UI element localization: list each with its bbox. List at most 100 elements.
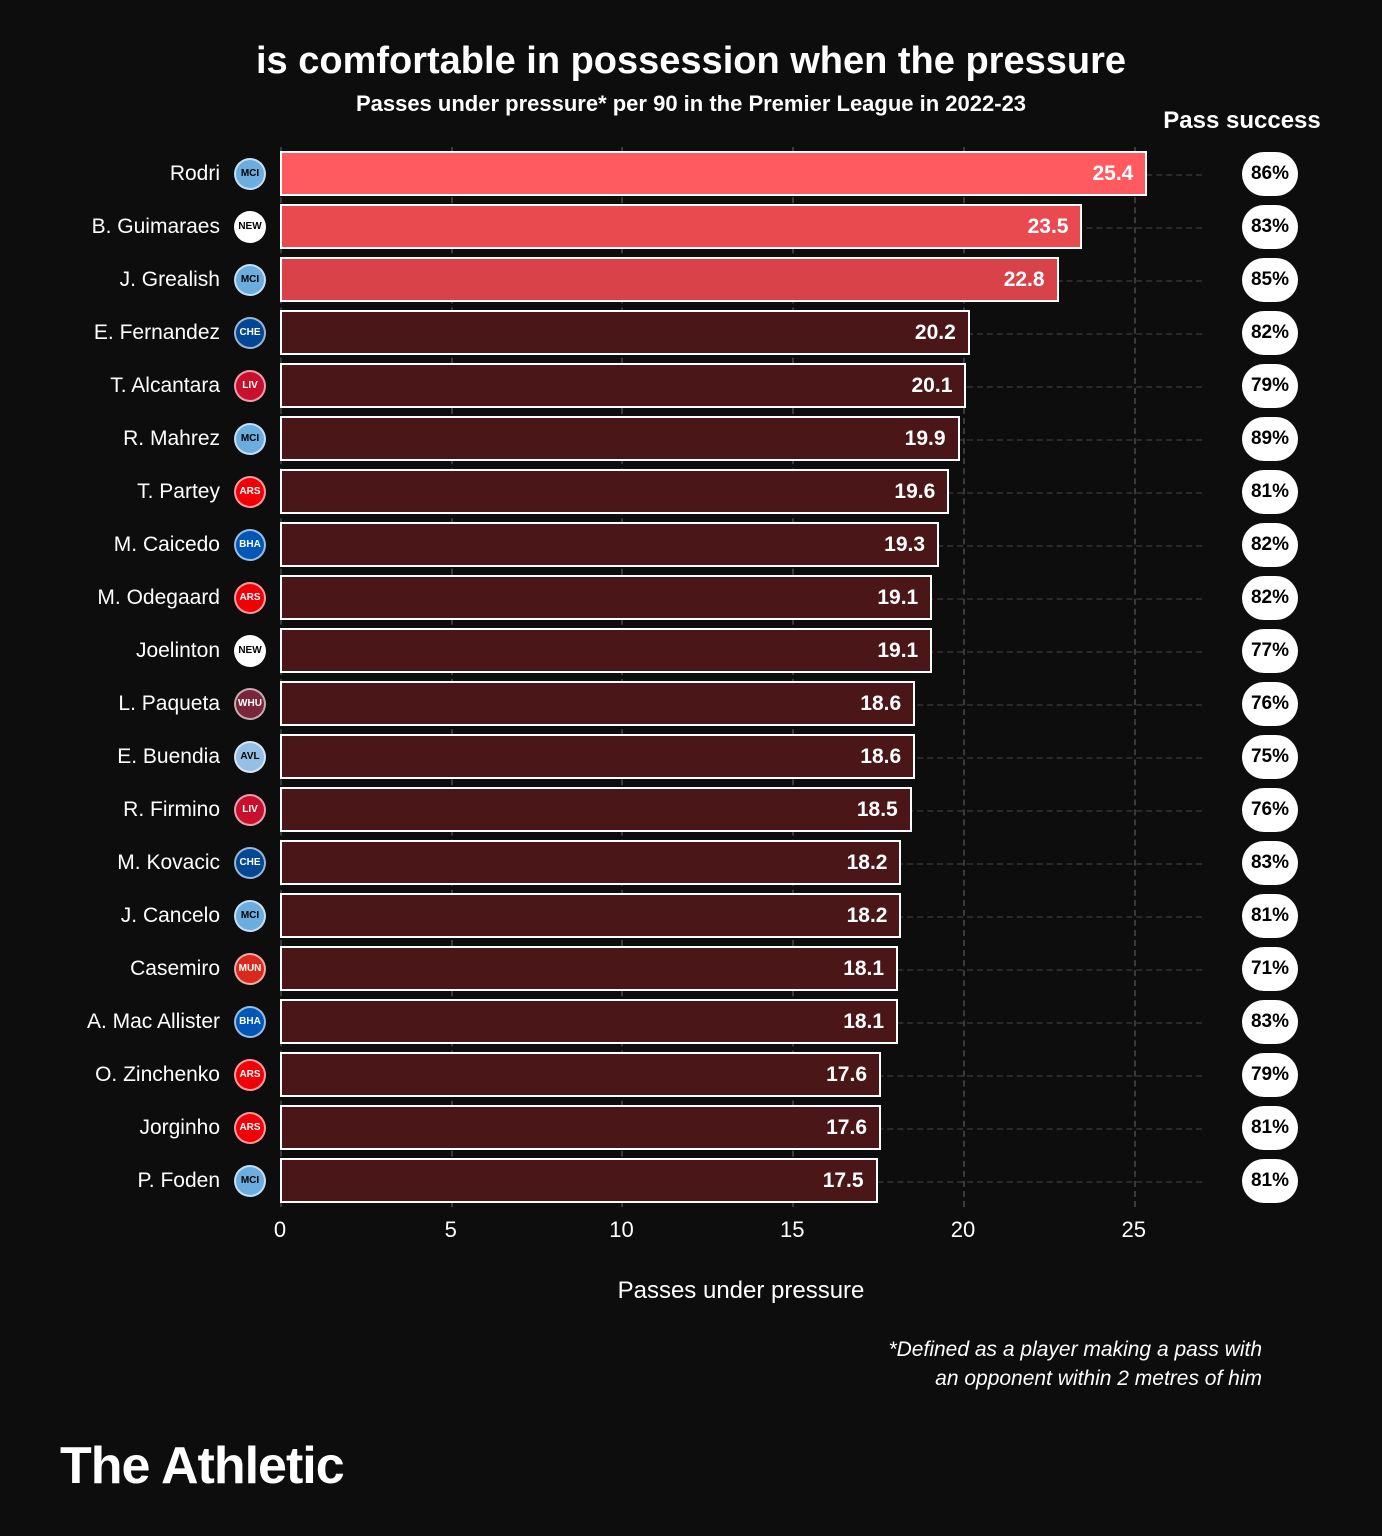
- x-tick: 15: [780, 1217, 804, 1243]
- chart-row: L. PaquetaWHU18.676%: [280, 677, 1202, 730]
- bar: 18.1: [280, 946, 898, 991]
- bar: 18.6: [280, 681, 915, 726]
- club-crest-icon: NEW: [234, 635, 266, 667]
- footnote-line: *Defined as a player making a pass with: [60, 1335, 1262, 1364]
- pass-success-value: 83%: [1242, 205, 1298, 249]
- player-name: M. Odegaard: [97, 586, 220, 610]
- x-tick: 20: [951, 1217, 975, 1243]
- x-tick: 5: [445, 1217, 457, 1243]
- chart-area: Pass success RodriMCI25.486%B. Guimaraes…: [280, 147, 1202, 1305]
- chart-title: is comfortable in possession when the pr…: [60, 40, 1322, 83]
- club-crest-icon: MCI: [234, 423, 266, 455]
- player-name: A. Mac Allister: [87, 1010, 220, 1034]
- club-crest-icon: CHE: [234, 847, 266, 879]
- pass-success-value: 81%: [1242, 470, 1298, 514]
- bar: 19.1: [280, 628, 932, 673]
- bar: 19.6: [280, 469, 949, 514]
- chart-row: A. Mac AllisterBHA18.183%: [280, 995, 1202, 1048]
- chart-row: T. AlcantaraLIV20.179%: [280, 359, 1202, 412]
- pass-success-value: 85%: [1242, 258, 1298, 302]
- chart-row: T. ParteyARS19.681%: [280, 465, 1202, 518]
- club-crest-icon: LIV: [234, 370, 266, 402]
- club-crest-icon: BHA: [234, 529, 266, 561]
- chart-row: P. FodenMCI17.581%: [280, 1154, 1202, 1207]
- player-name: B. Guimaraes: [92, 215, 220, 239]
- x-tick: 10: [609, 1217, 633, 1243]
- player-name: T. Partey: [137, 480, 220, 504]
- pass-success-value: 81%: [1242, 1106, 1298, 1150]
- pass-success-value: 82%: [1242, 523, 1298, 567]
- player-name: O. Zinchenko: [95, 1063, 220, 1087]
- club-crest-icon: ARS: [234, 1112, 266, 1144]
- bar: 17.6: [280, 1105, 881, 1150]
- club-crest-icon: BHA: [234, 1006, 266, 1038]
- player-name: M. Kovacic: [117, 851, 220, 875]
- bar: 22.8: [280, 257, 1059, 302]
- player-name: Rodri: [170, 162, 220, 186]
- brand-logo: The Athletic: [60, 1436, 344, 1496]
- club-crest-icon: WHU: [234, 688, 266, 720]
- pass-success-value: 76%: [1242, 788, 1298, 832]
- player-name: L. Paqueta: [118, 692, 220, 716]
- player-name: T. Alcantara: [110, 374, 220, 398]
- club-crest-icon: MCI: [234, 1165, 266, 1197]
- club-crest-icon: ARS: [234, 1059, 266, 1091]
- player-name: P. Foden: [137, 1169, 220, 1193]
- player-name: J. Grealish: [120, 268, 220, 292]
- pass-success-value: 79%: [1242, 1053, 1298, 1097]
- bar: 25.4: [280, 151, 1147, 196]
- x-tick: 0: [274, 1217, 286, 1243]
- player-name: R. Mahrez: [123, 427, 220, 451]
- x-axis: 0510152025: [280, 1217, 1202, 1267]
- chart-row: JoelintonNEW19.177%: [280, 624, 1202, 677]
- club-crest-icon: LIV: [234, 794, 266, 826]
- chart-row: CasemiroMUN18.171%: [280, 942, 1202, 995]
- player-name: E. Fernandez: [94, 321, 220, 345]
- chart-row: E. FernandezCHE20.282%: [280, 306, 1202, 359]
- pass-success-header: Pass success: [1162, 107, 1322, 135]
- bar: 18.6: [280, 734, 915, 779]
- bar: 20.1: [280, 363, 966, 408]
- chart-row: E. BuendiaAVL18.675%: [280, 730, 1202, 783]
- player-name: Jorginho: [139, 1116, 220, 1140]
- chart-row: O. ZinchenkoARS17.679%: [280, 1048, 1202, 1101]
- player-name: Joelinton: [136, 639, 220, 663]
- bar: 17.6: [280, 1052, 881, 1097]
- pass-success-value: 82%: [1242, 311, 1298, 355]
- bar: 18.2: [280, 840, 901, 885]
- bar: 18.2: [280, 893, 901, 938]
- chart-row: R. MahrezMCI19.989%: [280, 412, 1202, 465]
- club-crest-icon: NEW: [234, 211, 266, 243]
- bar: 18.5: [280, 787, 912, 832]
- club-crest-icon: MCI: [234, 264, 266, 296]
- chart-row: M. OdegaardARS19.182%: [280, 571, 1202, 624]
- bar: 23.5: [280, 204, 1082, 249]
- chart-plot: RodriMCI25.486%B. GuimaraesNEW23.583%J. …: [280, 147, 1202, 1207]
- bar: 18.1: [280, 999, 898, 1044]
- club-crest-icon: CHE: [234, 317, 266, 349]
- player-name: E. Buendia: [117, 745, 220, 769]
- bar: 19.1: [280, 575, 932, 620]
- player-name: Casemiro: [130, 957, 220, 981]
- club-crest-icon: ARS: [234, 476, 266, 508]
- club-crest-icon: MUN: [234, 953, 266, 985]
- pass-success-value: 83%: [1242, 841, 1298, 885]
- pass-success-value: 77%: [1242, 629, 1298, 673]
- pass-success-value: 83%: [1242, 1000, 1298, 1044]
- bar: 17.5: [280, 1158, 878, 1203]
- chart-row: M. CaicedoBHA19.382%: [280, 518, 1202, 571]
- pass-success-value: 76%: [1242, 682, 1298, 726]
- club-crest-icon: MCI: [234, 158, 266, 190]
- club-crest-icon: AVL: [234, 741, 266, 773]
- club-crest-icon: MCI: [234, 900, 266, 932]
- bar: 20.2: [280, 310, 970, 355]
- pass-success-value: 79%: [1242, 364, 1298, 408]
- chart-row: J. CanceloMCI18.281%: [280, 889, 1202, 942]
- pass-success-value: 82%: [1242, 576, 1298, 620]
- chart-row: JorginhoARS17.681%: [280, 1101, 1202, 1154]
- chart-subtitle: Passes under pressure* per 90 in the Pre…: [60, 91, 1322, 117]
- player-name: J. Cancelo: [121, 904, 220, 928]
- chart-footnote: *Defined as a player making a pass with …: [60, 1335, 1262, 1394]
- chart-row: B. GuimaraesNEW23.583%: [280, 200, 1202, 253]
- pass-success-value: 81%: [1242, 894, 1298, 938]
